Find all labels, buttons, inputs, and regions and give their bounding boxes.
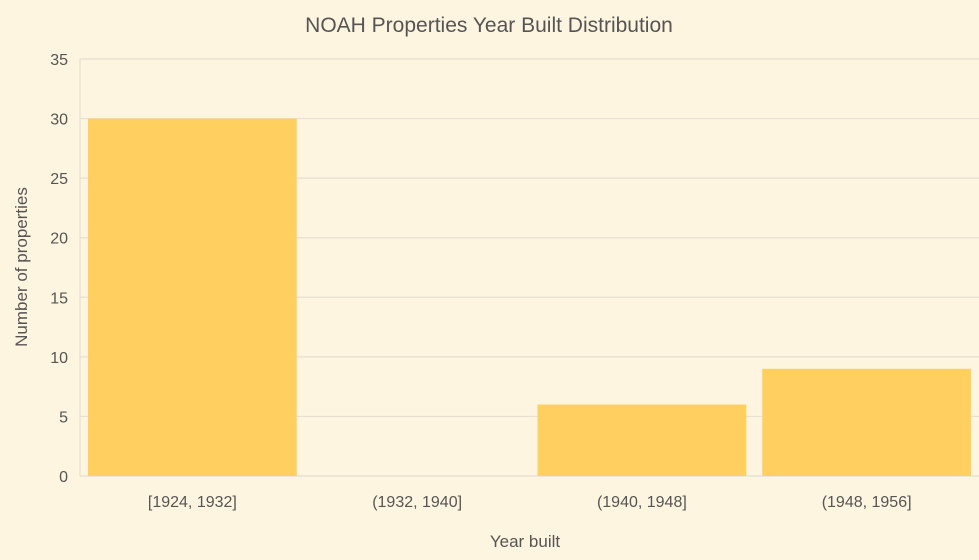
x-tick-label: (1932, 1940] bbox=[372, 494, 462, 511]
x-tick-label: (1948, 1956] bbox=[822, 494, 912, 511]
y-tick-label: 25 bbox=[50, 171, 68, 188]
x-axis-label: Year built bbox=[490, 532, 561, 551]
y-tick-label: 30 bbox=[50, 112, 68, 129]
x-tick-label: (1940, 1948] bbox=[597, 494, 687, 511]
y-axis-label: Number of properties bbox=[12, 187, 31, 347]
y-tick-label: 0 bbox=[59, 469, 68, 486]
bars bbox=[88, 118, 971, 477]
y-tick-label: 15 bbox=[50, 290, 68, 307]
x-tick-label: [1924, 1932] bbox=[148, 494, 237, 511]
bar-2[interactable] bbox=[537, 404, 747, 476]
y-tick-label: 5 bbox=[59, 409, 68, 426]
bar-0[interactable] bbox=[88, 118, 297, 477]
y-tick-label: 20 bbox=[50, 231, 68, 248]
bar-3[interactable] bbox=[762, 368, 971, 476]
y-axis-ticks: 0 5 10 15 20 25 30 35 bbox=[50, 52, 68, 486]
chart-title: NOAH Properties Year Built Distribution bbox=[305, 14, 673, 37]
x-axis-ticks: [1924, 1932] (1932, 1940] (1940, 1948] (194… bbox=[148, 494, 912, 511]
y-tick-label: 10 bbox=[50, 350, 68, 367]
y-tick-label: 35 bbox=[50, 52, 68, 69]
